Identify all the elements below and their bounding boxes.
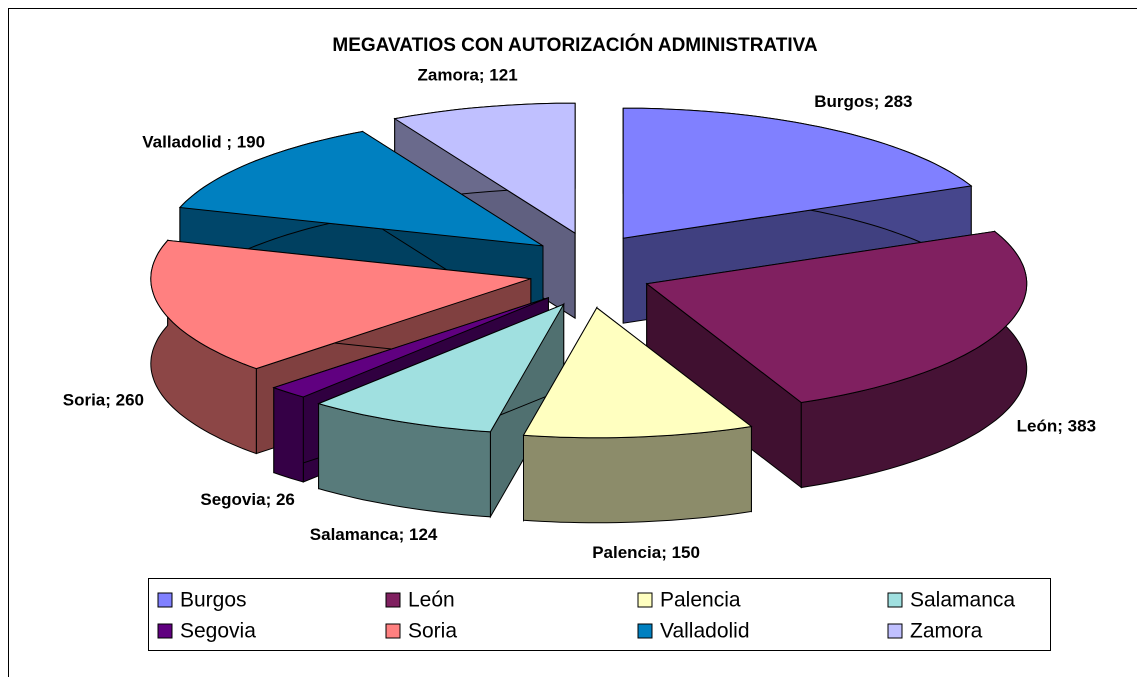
slice-top — [393, 102, 576, 235]
slice-side — [523, 425, 752, 524]
slice — [645, 230, 1028, 489]
data-label: Valladolid ; 190 — [142, 133, 265, 152]
slice-top — [150, 239, 531, 370]
slice-side — [273, 386, 304, 483]
legend-label: Salamanca — [910, 589, 1015, 612]
slice — [317, 302, 565, 519]
slice-top — [178, 130, 544, 247]
legend-swatch — [157, 592, 173, 608]
legend-swatch — [157, 623, 173, 639]
legend-swatch — [887, 623, 903, 639]
legend-label: Soria — [408, 620, 457, 643]
legend-swatch — [385, 592, 401, 608]
slice-top — [622, 107, 973, 239]
data-label: Segovia; 26 — [200, 490, 295, 509]
slice-top — [522, 307, 753, 439]
data-label: Palencia; 150 — [592, 543, 700, 562]
legend-label: Burgos — [180, 589, 247, 612]
legend-swatch — [385, 623, 401, 639]
legend-label: Palencia — [660, 589, 741, 612]
data-label: Zamora; 121 — [418, 66, 518, 85]
slice-top — [272, 297, 549, 398]
data-label: Salamanca; 124 — [310, 525, 438, 544]
slice-top — [645, 230, 1028, 404]
legend-swatch — [887, 592, 903, 608]
chart-title: MEGAVATIOS CON AUTORIZACIÓN ADMINISTRATI… — [332, 34, 817, 56]
data-label: Burgos; 283 — [814, 92, 912, 111]
legend-label: León — [408, 589, 455, 612]
data-label: Soria; 260 — [63, 390, 144, 409]
data-label: León; 383 — [1017, 417, 1096, 436]
legend-label: Valladolid — [660, 620, 750, 643]
legend-swatch — [637, 623, 653, 639]
slice — [522, 305, 753, 524]
slice-top — [317, 303, 565, 433]
legend-swatch — [637, 592, 653, 608]
legend-label: Zamora — [910, 620, 983, 643]
legend-label: Segovia — [180, 620, 256, 643]
